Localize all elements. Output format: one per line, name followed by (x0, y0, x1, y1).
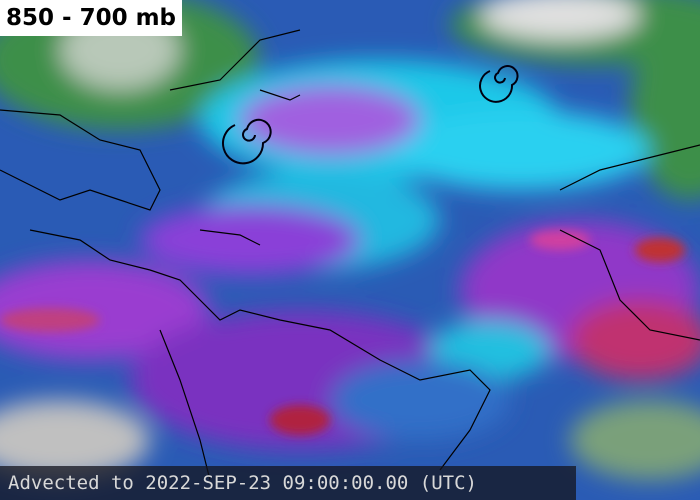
timestamp: Advected to 2022-SEP-23 09:00:00.00 (UTC… (0, 466, 576, 500)
coastlines (0, 29, 700, 481)
cyclones (222, 65, 519, 165)
level-label: 850 - 700 mb (0, 0, 183, 36)
